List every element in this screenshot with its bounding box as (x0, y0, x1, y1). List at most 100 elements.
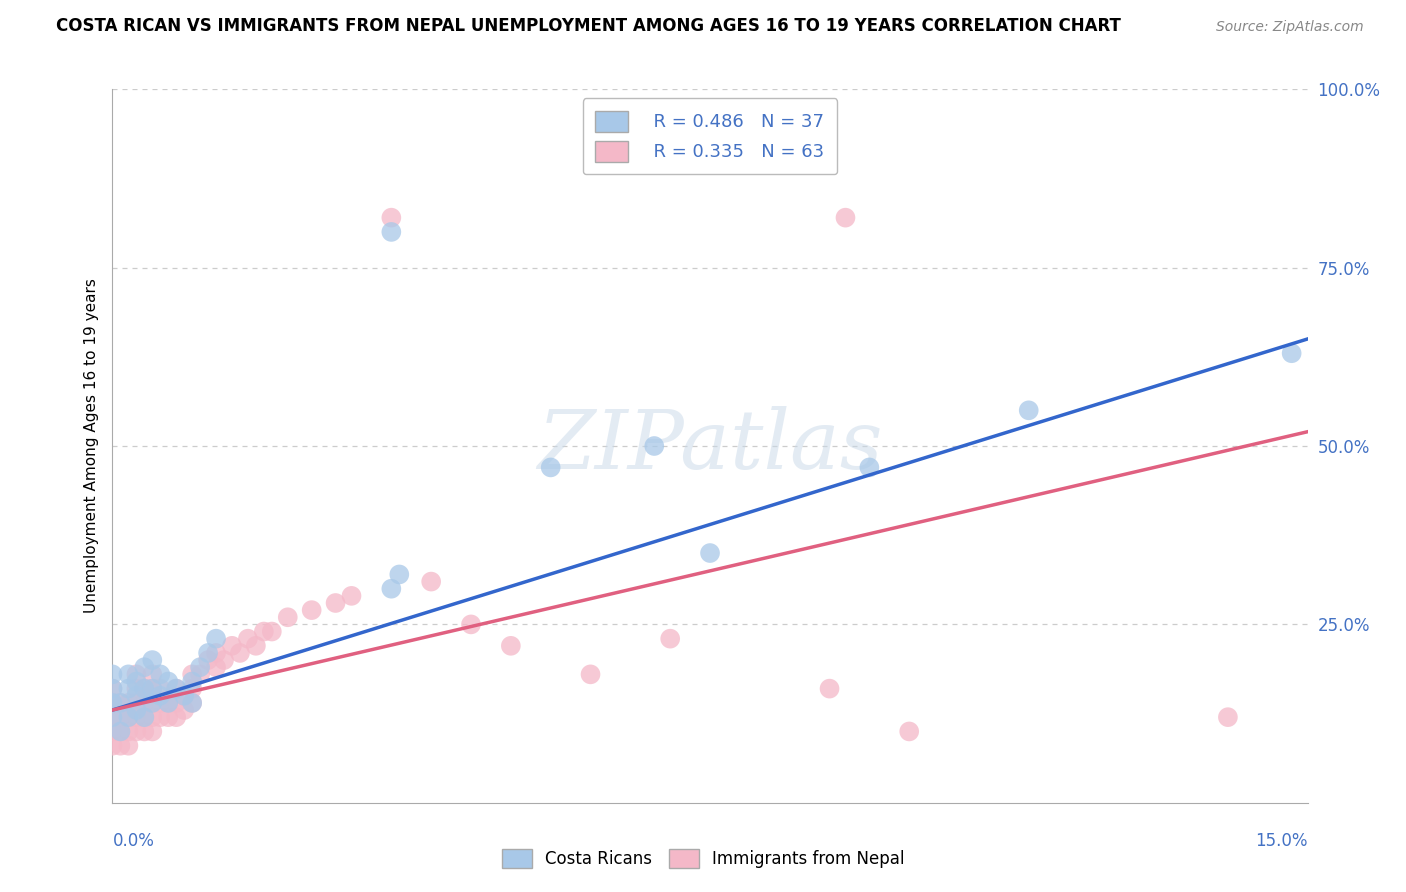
Point (1281, 346, 1303, 360)
Y-axis label: Unemployment Among Ages 16 to 19 years: Unemployment Among Ages 16 to 19 years (83, 278, 98, 614)
Point (380, 225, 402, 239)
Point (101, 739, 124, 753)
Point (125, 681, 148, 696)
Point (460, 617, 482, 632)
Point (181, 681, 204, 696)
Point (125, 703, 148, 717)
Point (101, 696, 124, 710)
Point (165, 696, 187, 710)
Point (380, 211, 402, 225)
Point (125, 667, 148, 681)
Point (188, 667, 211, 681)
Point (858, 460, 880, 475)
Point (340, 589, 363, 603)
Point (149, 667, 172, 681)
Point (173, 689, 195, 703)
Point (221, 639, 243, 653)
Text: 0.0%: 0.0% (112, 831, 155, 849)
Point (157, 710, 180, 724)
Point (579, 667, 602, 681)
Point (173, 703, 195, 717)
Point (1018, 403, 1040, 417)
Point (110, 739, 132, 753)
Point (110, 696, 132, 710)
Point (134, 710, 156, 724)
Point (157, 674, 180, 689)
Point (125, 724, 148, 739)
Point (141, 681, 163, 696)
Point (134, 710, 156, 724)
Legend: Costa Ricans, Immigrants from Nepal: Costa Ricans, Immigrants from Nepal (494, 840, 912, 877)
Point (540, 460, 562, 475)
Point (165, 681, 187, 696)
Point (420, 574, 443, 589)
Point (141, 681, 163, 696)
Point (499, 639, 522, 653)
Text: COSTA RICAN VS IMMIGRANTS FROM NEPAL UNEMPLOYMENT AMONG AGES 16 TO 19 YEARS CORR: COSTA RICAN VS IMMIGRANTS FROM NEPAL UNE… (56, 17, 1121, 35)
Point (141, 710, 163, 724)
Point (699, 546, 721, 560)
Point (101, 681, 124, 696)
Text: ZIPatlas: ZIPatlas (537, 406, 883, 486)
Point (117, 667, 139, 681)
Point (141, 667, 163, 681)
Point (173, 689, 195, 703)
Point (165, 710, 187, 724)
Point (898, 724, 921, 739)
Point (197, 646, 219, 660)
Point (141, 724, 163, 739)
Point (117, 724, 139, 739)
Point (101, 724, 124, 739)
Point (134, 681, 156, 696)
Point (212, 653, 235, 667)
Point (134, 724, 156, 739)
Point (117, 696, 139, 710)
Point (101, 710, 124, 724)
Point (110, 696, 132, 710)
Point (125, 710, 148, 724)
Point (659, 632, 682, 646)
Point (157, 696, 180, 710)
Point (134, 681, 156, 696)
Point (117, 739, 139, 753)
Point (380, 582, 402, 596)
Point (141, 696, 163, 710)
Point (181, 696, 204, 710)
Point (818, 681, 841, 696)
Point (197, 653, 219, 667)
Point (1216, 710, 1239, 724)
Point (149, 696, 172, 710)
Legend:   R = 0.486   N = 37,   R = 0.335   N = 63: R = 0.486 N = 37, R = 0.335 N = 63 (583, 98, 837, 174)
Text: 15.0%: 15.0% (1256, 831, 1308, 849)
Point (110, 724, 132, 739)
Point (117, 710, 139, 724)
Point (157, 696, 180, 710)
Point (125, 689, 148, 703)
Point (388, 567, 411, 582)
Point (229, 646, 252, 660)
Point (149, 681, 172, 696)
Point (236, 632, 259, 646)
Point (141, 696, 163, 710)
Point (834, 211, 856, 225)
Text: Source: ZipAtlas.com: Source: ZipAtlas.com (1216, 21, 1364, 34)
Point (110, 710, 132, 724)
Point (101, 696, 124, 710)
Point (643, 439, 665, 453)
Point (101, 681, 124, 696)
Point (253, 624, 276, 639)
Point (245, 639, 267, 653)
Point (134, 660, 156, 674)
Point (205, 660, 228, 674)
Point (301, 603, 323, 617)
Point (181, 674, 204, 689)
Point (101, 667, 124, 681)
Point (325, 596, 347, 610)
Point (110, 724, 132, 739)
Point (277, 610, 299, 624)
Point (101, 710, 124, 724)
Point (205, 632, 228, 646)
Point (260, 624, 283, 639)
Point (149, 689, 172, 703)
Point (165, 681, 187, 696)
